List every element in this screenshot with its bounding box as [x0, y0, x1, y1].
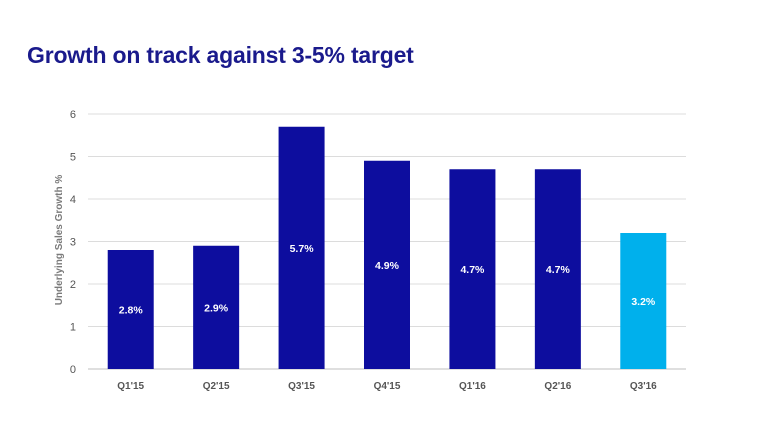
- data-label: 4.7%: [546, 264, 571, 276]
- y-tick-label: 6: [70, 109, 76, 121]
- bars: 2.8% 2.9% 5.7% 4.9% 4.7% 4.7% 3.2%: [107, 126, 667, 369]
- y-axis-label: Underlying Sales Growth %: [54, 175, 65, 306]
- bar: [534, 169, 581, 369]
- y-tick-label: 4: [70, 194, 76, 206]
- data-label: 5.7%: [290, 243, 315, 255]
- y-tick-label: 5: [70, 152, 76, 164]
- bar: [107, 250, 154, 369]
- y-axis-ticks: 0 1 2 3 4 5 6: [70, 109, 76, 376]
- x-tick-label: Q3'15: [288, 381, 315, 392]
- y-tick-label: 3: [70, 237, 76, 249]
- data-label: 4.9%: [375, 260, 400, 272]
- y-tick-label: 2: [70, 279, 76, 291]
- bar: [364, 160, 410, 369]
- data-label: 2.9%: [204, 302, 229, 314]
- x-tick-label: Q1'16: [459, 381, 486, 392]
- data-label: 3.2%: [631, 296, 656, 308]
- bar: [278, 126, 325, 369]
- x-axis-ticks: Q1'15 Q2'15 Q3'15 Q4'15 Q1'16 Q2'16 Q3'16: [117, 381, 657, 392]
- y-tick-label: 0: [70, 364, 76, 376]
- x-tick-label: Q1'15: [117, 381, 144, 392]
- y-tick-label: 1: [70, 322, 76, 334]
- bar: [193, 245, 240, 369]
- slide-title: Growth on track against 3-5% target: [27, 42, 414, 68]
- bar: [449, 169, 496, 369]
- x-tick-label: Q2'16: [544, 381, 571, 392]
- data-label: 2.8%: [119, 305, 144, 317]
- x-tick-label: Q4'15: [374, 381, 401, 392]
- bar: [620, 233, 667, 369]
- x-tick-label: Q3'16: [630, 381, 657, 392]
- data-label: 4.7%: [460, 264, 485, 276]
- x-tick-label: Q2'15: [203, 381, 230, 392]
